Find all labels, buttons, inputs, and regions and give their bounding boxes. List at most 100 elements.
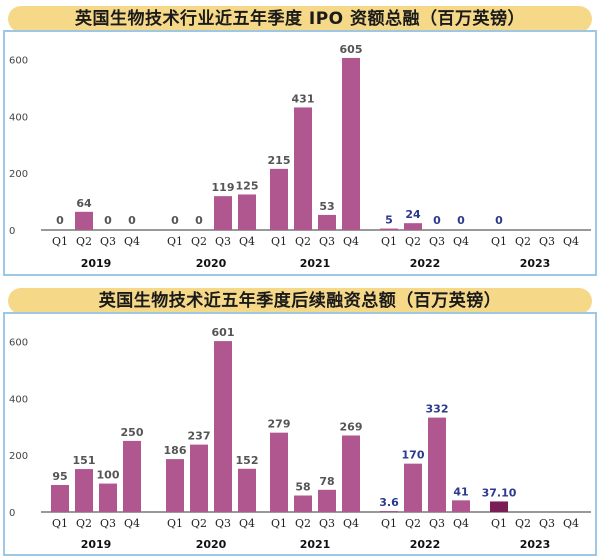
chart-2-plot: 0 200 400 600 95 Q1 151 Q2 100 Q3 250 Q4 2019 186 Q1 23… bbox=[9, 326, 591, 551]
chart-1-plot: 0 200 400 600 0 Q1 64 Q2 0 Q3 0 Q4 2019 0 Q1 0 Q2 119 Q3 12… bbox=[9, 43, 591, 270]
chart-2-value-label-2021-Q1: 279 bbox=[268, 418, 291, 431]
chart-2-quarter-label-2023-Q2: Q2 bbox=[515, 517, 531, 530]
chart-1-quarter-label-2021-Q3: Q3 bbox=[319, 235, 335, 248]
chart-1-value-label-2022-Q3: 0 bbox=[433, 214, 441, 227]
chart-2-bar-2022-Q4 bbox=[452, 500, 470, 512]
chart-1-value-label-2020-Q1: 0 bbox=[171, 214, 179, 227]
chart-1-ytick-200: 200 bbox=[9, 169, 28, 180]
chart-2-quarter-label-2020-Q1: Q1 bbox=[167, 517, 183, 530]
chart-2-quarter-label-2021-Q1: Q1 bbox=[271, 517, 287, 530]
chart-1-value-label-2019-Q2: 64 bbox=[76, 197, 92, 210]
chart-1-year-label-2022: 2022 bbox=[410, 257, 441, 270]
chart-2-quarter-label-2019-Q2: Q2 bbox=[76, 517, 92, 530]
chart-1-value-label-2022-Q2: 24 bbox=[405, 208, 421, 221]
chart-1-value-label-2023-Q1: 0 bbox=[495, 214, 503, 227]
chart-1-quarter-label-2021-Q2: Q2 bbox=[295, 235, 311, 248]
chart-2-quarter-label-2021-Q2: Q2 bbox=[295, 517, 311, 530]
chart-1-year-label-2023: 2023 bbox=[520, 257, 551, 270]
chart-1-quarter-label-2022-Q1: Q1 bbox=[381, 235, 397, 248]
chart-2-year-label-2020: 2020 bbox=[196, 538, 227, 551]
chart-2-bar-2021-Q3 bbox=[318, 489, 336, 512]
chart-2-quarter-label-2019-Q1: Q1 bbox=[52, 517, 68, 530]
chart-1: 0 200 400 600 0 Q1 64 Q2 0 Q3 0 Q4 2019 0 Q1 0 Q2 119 Q3 12… bbox=[3, 30, 597, 276]
chart-2-ytick-0: 0 bbox=[9, 508, 15, 519]
chart-1-year-label-2020: 2020 bbox=[196, 257, 227, 270]
chart-2-bar-2020-Q4 bbox=[238, 468, 256, 512]
chart-1-quarter-label-2020-Q4: Q4 bbox=[239, 235, 255, 248]
chart-1-value-label-2021-Q2: 431 bbox=[292, 92, 315, 105]
chart-2-quarter-label-2019-Q3: Q3 bbox=[100, 517, 116, 530]
chart-1-quarter-label-2019-Q4: Q4 bbox=[124, 235, 140, 248]
chart-2-value-label-2020-Q4: 152 bbox=[236, 454, 259, 467]
chart-1-quarter-label-2022-Q3: Q3 bbox=[429, 235, 445, 248]
chart-2-value-label-2021-Q4: 269 bbox=[340, 421, 363, 434]
chart-2-value-label-2019-Q3: 100 bbox=[97, 469, 120, 482]
chart-2-value-label-2019-Q1: 95 bbox=[52, 470, 67, 483]
chart-2-bar-2019-Q4 bbox=[123, 440, 141, 512]
chart-1-bar-2019-Q2 bbox=[75, 211, 93, 230]
chart-2-bar-2022-Q1 bbox=[380, 510, 398, 512]
chart-2-quarter-label-2022-Q4: Q4 bbox=[453, 517, 469, 530]
chart-1-value-label-2022-Q4: 0 bbox=[457, 214, 465, 227]
chart-2-value-label-2022-Q1: 3.6 bbox=[379, 496, 399, 509]
chart-1-bar-2021-Q1 bbox=[270, 168, 288, 230]
chart-1-quarter-label-2019-Q3: Q3 bbox=[100, 235, 116, 248]
chart-2-value-label-2023-Q1: 37.10 bbox=[482, 486, 517, 499]
chart-1-bar-2020-Q3 bbox=[214, 196, 232, 230]
chart-2-bar-2020-Q3 bbox=[214, 341, 232, 512]
chart-1-value-label-2022-Q1: 5 bbox=[385, 214, 393, 227]
chart-1-year-label-2021: 2021 bbox=[300, 257, 331, 270]
chart-1-value-label-2019-Q3: 0 bbox=[104, 214, 112, 227]
chart-2-bar-2021-Q2 bbox=[294, 495, 312, 512]
chart-2-value-label-2022-Q2: 170 bbox=[402, 449, 425, 462]
chart-1-quarter-label-2023-Q2: Q2 bbox=[515, 235, 531, 248]
chart-1-value-label-2020-Q2: 0 bbox=[195, 214, 203, 227]
chart-2-quarter-label-2023-Q4: Q4 bbox=[563, 517, 579, 530]
chart-2-bar-2020-Q2 bbox=[190, 444, 208, 512]
chart-2-bar-2020-Q1 bbox=[166, 459, 184, 512]
chart-2-quarter-label-2023-Q1: Q1 bbox=[491, 517, 507, 530]
chart-2-quarter-label-2020-Q4: Q4 bbox=[239, 517, 255, 530]
chart-1-ytick-400: 400 bbox=[9, 112, 28, 123]
chart-1-bar-2020-Q4 bbox=[238, 194, 256, 230]
chart-1-ytick-600: 600 bbox=[9, 55, 28, 66]
chart-1-bar-2022-Q1 bbox=[380, 228, 398, 230]
chart-1-ytick-0: 0 bbox=[9, 226, 15, 237]
chart-1-year-label-2019: 2019 bbox=[81, 257, 112, 270]
chart-2-value-label-2020-Q2: 237 bbox=[188, 430, 211, 443]
chart-2-quarter-label-2023-Q3: Q3 bbox=[539, 517, 555, 530]
chart-2-value-label-2020-Q1: 186 bbox=[164, 444, 187, 457]
chart-2-title: 英国生物技术近五年季度后续融资总额（百万英镑） bbox=[8, 288, 592, 314]
chart-1-quarter-label-2020-Q3: Q3 bbox=[215, 235, 231, 248]
chart-1-quarter-label-2022-Q4: Q4 bbox=[453, 235, 469, 248]
chart-2-bar-2021-Q4 bbox=[342, 435, 360, 512]
chart-1-quarter-label-2023-Q4: Q4 bbox=[563, 235, 579, 248]
chart-1-value-label-2021-Q1: 215 bbox=[268, 154, 291, 167]
chart-1-title: 英国生物技术行业近五年季度 IPO 资额总融（百万英镑） bbox=[8, 6, 592, 32]
chart-2-year-label-2023: 2023 bbox=[520, 538, 551, 551]
chart-1-value-label-2021-Q3: 53 bbox=[319, 200, 334, 213]
chart-2-bar-2021-Q1 bbox=[270, 432, 288, 512]
chart-2-value-label-2021-Q2: 58 bbox=[295, 481, 310, 494]
chart-2-bar-2019-Q1 bbox=[51, 484, 69, 512]
chart-2-ytick-400: 400 bbox=[9, 394, 28, 405]
chart-2-bar-2023-Q1 bbox=[490, 501, 508, 512]
chart-1-quarter-label-2020-Q1: Q1 bbox=[167, 235, 183, 248]
chart-1-bar-2021-Q3 bbox=[318, 214, 336, 230]
chart-1-value-label-2019-Q4: 0 bbox=[128, 214, 136, 227]
chart-2-quarter-label-2022-Q2: Q2 bbox=[405, 517, 421, 530]
chart-2-bar-2019-Q3 bbox=[99, 483, 117, 512]
chart-2-bar-2022-Q2 bbox=[404, 463, 422, 512]
chart-2-quarter-label-2019-Q4: Q4 bbox=[124, 517, 140, 530]
chart-2-year-label-2022: 2022 bbox=[410, 538, 441, 551]
chart-1-quarter-label-2023-Q3: Q3 bbox=[539, 235, 555, 248]
chart-2-value-label-2019-Q2: 151 bbox=[73, 454, 96, 467]
chart-2-quarter-label-2022-Q1: Q1 bbox=[381, 517, 397, 530]
chart-1-quarter-label-2019-Q2: Q2 bbox=[76, 235, 92, 248]
chart-2-value-label-2020-Q3: 601 bbox=[212, 326, 235, 339]
chart-2-quarter-label-2022-Q3: Q3 bbox=[429, 517, 445, 530]
chart-2-year-label-2021: 2021 bbox=[300, 538, 331, 551]
chart-1-value-label-2020-Q3: 119 bbox=[212, 181, 235, 194]
chart-1-quarter-label-2022-Q2: Q2 bbox=[405, 235, 421, 248]
chart-1-bar-2022-Q2 bbox=[404, 223, 422, 230]
